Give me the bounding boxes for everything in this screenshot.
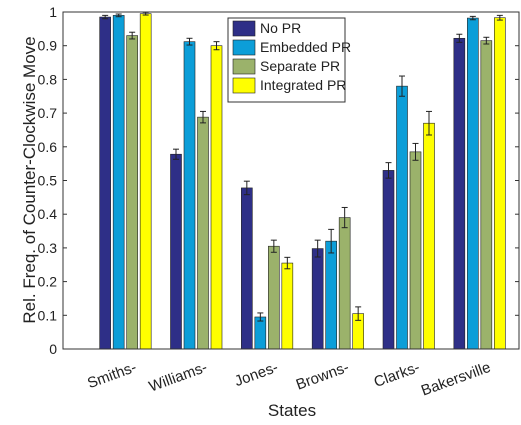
legend-label: Embedded PR — [260, 39, 351, 55]
error-bar — [173, 148, 179, 160]
y-axis-label: Rel. Freq. of Counter-Clockwise Move — [20, 36, 39, 323]
y-tick-label: 0.9 — [38, 38, 58, 54]
bar — [197, 116, 209, 350]
bar — [281, 262, 294, 350]
legend-swatch — [232, 58, 256, 75]
y-tick-label: 0.5 — [38, 173, 58, 189]
bar — [338, 217, 351, 350]
error-bar — [186, 37, 193, 46]
error-bar — [102, 14, 109, 20]
bar — [268, 245, 280, 350]
x-tick-label: Smiths- — [85, 359, 139, 392]
error-bar — [270, 239, 277, 253]
legend-label: Integrated PR — [260, 77, 346, 93]
y-tick-label: 0.6 — [38, 139, 58, 155]
plot-frame — [62, 11, 520, 350]
legend-label: Separate PR — [260, 58, 340, 74]
bar — [112, 15, 125, 350]
bar — [241, 187, 253, 350]
y-tick-label: 0.8 — [38, 71, 58, 87]
error-bar — [496, 14, 503, 21]
bar — [409, 151, 422, 350]
y-tick-label: 0.7 — [38, 105, 58, 121]
error-bar — [129, 31, 136, 40]
error-bar — [257, 312, 264, 322]
error-bar — [284, 256, 291, 270]
y-tick-label: 0.4 — [38, 206, 58, 222]
bar — [480, 40, 493, 350]
y-tick-label: 0.1 — [38, 307, 58, 323]
error-bar — [399, 75, 405, 97]
bar — [494, 17, 506, 350]
bar — [183, 41, 196, 350]
error-bar — [115, 13, 122, 18]
legend-swatch — [232, 20, 256, 37]
error-bar — [483, 36, 490, 45]
x-tick-label: Browns- — [294, 359, 352, 394]
y-tick-label: 0 — [49, 341, 57, 357]
error-bar — [412, 142, 419, 161]
bar — [170, 153, 182, 350]
bar — [382, 170, 395, 350]
y-tick-label: 1 — [49, 4, 57, 20]
y-tick-label: 0.3 — [38, 240, 58, 256]
bar — [467, 17, 479, 350]
bar — [210, 45, 223, 350]
error-bar — [314, 239, 321, 258]
legend-swatch — [232, 77, 256, 94]
error-bar — [469, 15, 476, 21]
bar — [311, 248, 324, 350]
bar — [139, 13, 152, 350]
error-bar — [355, 306, 362, 321]
error-bar — [200, 110, 206, 124]
x-tick-label: Bakersville — [419, 359, 493, 400]
bar — [396, 85, 408, 350]
bar — [423, 122, 435, 350]
x-tick-label: Clarks- — [372, 359, 422, 391]
error-bar — [426, 110, 432, 136]
bar — [325, 240, 337, 350]
bar — [126, 35, 138, 350]
x-axis-label: States — [268, 401, 316, 420]
error-bar — [456, 33, 463, 43]
error-bar — [385, 162, 392, 179]
error-bar — [341, 206, 348, 229]
y-tick-label: 0.2 — [38, 274, 58, 290]
error-bar — [213, 41, 220, 51]
error-bar — [243, 180, 250, 196]
bar — [254, 316, 267, 350]
x-tick-label: Jones- — [232, 359, 280, 390]
bar — [99, 16, 111, 350]
legend-label: No PR — [260, 20, 301, 36]
x-tick-label: Williams- — [147, 359, 210, 396]
legend-swatch — [232, 39, 256, 56]
error-bar — [328, 228, 335, 254]
bar — [453, 37, 466, 350]
